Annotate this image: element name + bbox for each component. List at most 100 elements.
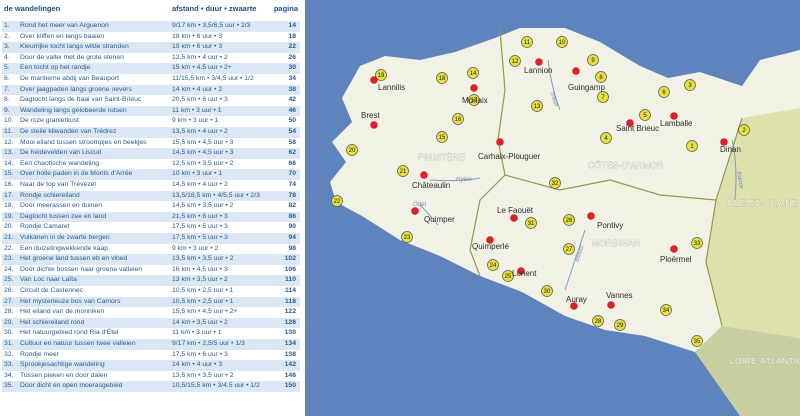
walk-name: Van Loc naar Laïta xyxy=(20,276,77,284)
walk-details: 13 km • 3,5 uur • 2 xyxy=(172,276,228,284)
walk-marker xyxy=(509,55,521,67)
walk-marker-label: 21 xyxy=(400,169,407,175)
walk-number: 30. xyxy=(4,329,14,337)
walk-page: 86 xyxy=(288,212,296,220)
city-label: Châteaulin xyxy=(412,181,450,190)
walk-marker xyxy=(595,71,607,83)
walk-marker xyxy=(639,109,651,121)
header-title: de wandelingen xyxy=(4,4,61,13)
walk-name: Een tocht op het randje xyxy=(20,64,91,72)
walk-marker xyxy=(521,36,533,48)
walk-row: 23. Het groene land tussen eb en vloed 13,… xyxy=(2,254,300,265)
walk-page: 30 xyxy=(288,64,296,72)
walk-marker-label: 33 xyxy=(694,241,701,247)
walk-page: 102 xyxy=(284,255,296,263)
walk-page: 26 xyxy=(288,53,296,61)
walk-name: Door dicht en open moerasgebied xyxy=(20,382,123,390)
walk-details: 14 km • 4 uur • 3 xyxy=(172,361,223,369)
city-dot xyxy=(670,112,678,120)
city-dot xyxy=(510,214,518,222)
river-label: Odet xyxy=(413,202,426,208)
walk-details: 14,5 km • 4 uur • 2 xyxy=(172,181,228,188)
walk-row: 13. De heidevelden van Liscuit 14,5 km • 4… xyxy=(2,148,300,159)
walk-marker-label: 4 xyxy=(604,136,608,142)
walk-details: 14 km • 3,5 uur • 2 xyxy=(172,318,228,326)
walk-marker xyxy=(686,140,698,152)
walk-row: 31. Cultuur en natuur tussen twee valleie… xyxy=(2,339,300,350)
walk-row: 16. Naar de top van Trévézel 14,5 km • 4 u… xyxy=(2,180,300,191)
walk-page: 66 xyxy=(288,159,296,167)
walk-page: 14 xyxy=(288,22,296,29)
city-dot xyxy=(370,76,378,84)
walk-marker-label: 12 xyxy=(512,59,519,65)
walk-marker xyxy=(658,86,670,98)
walk-details: 9/17 km • 2,5/5 uur • 1/3 xyxy=(172,340,245,347)
walk-details: 13,5/18,5 km • 4/5,5 uur • 2/3 xyxy=(172,191,260,199)
walk-row: 33. Sprookjesachtige wandeling 14 km • 4 u… xyxy=(2,360,300,371)
walk-page: 70 xyxy=(288,170,296,178)
city-label: Auray xyxy=(566,295,587,304)
city-label: Lannion xyxy=(524,66,552,75)
city-dot xyxy=(370,121,378,129)
walk-number: 19. xyxy=(4,212,14,220)
walk-marker-label: 18 xyxy=(439,76,446,82)
walk-page: 90 xyxy=(288,223,296,231)
walk-number: 26. xyxy=(4,287,14,294)
walk-marker-label: 17 xyxy=(471,98,478,104)
walk-marker xyxy=(487,259,499,271)
loire-atlantique-area xyxy=(695,326,800,416)
walk-details: 10,5 km • 2,5 uur • 1 xyxy=(172,287,234,294)
walk-row: 18. Door meerassen en duinen 14,5 km • 3,5… xyxy=(2,201,300,212)
walk-marker-label: 13 xyxy=(534,104,541,110)
city-dot xyxy=(570,302,578,310)
walk-marker xyxy=(563,243,575,255)
walk-number: 31. xyxy=(4,340,14,347)
walk-name: Rondje meer xyxy=(20,350,59,358)
city-label: Lannilis xyxy=(378,83,405,92)
walk-row: 25. Van Loc naar Laïta 13 km • 3,5 uur • 2… xyxy=(2,275,300,286)
walk-marker-label: 20 xyxy=(349,148,356,154)
city-dot xyxy=(626,119,634,127)
walk-marker-label: 3 xyxy=(688,83,692,89)
walk-details: 13,5 km • 3,5 uur • 2 xyxy=(172,255,234,263)
walk-row: 21. Vulkanen in de zwarte bergen 17,5 km •… xyxy=(2,233,300,244)
walk-details: 12,5 km • 4 uur • 2 xyxy=(172,53,228,61)
walk-marker-label: 29 xyxy=(617,323,624,329)
walk-page: 22 xyxy=(288,43,296,51)
walk-row: 30. Het natuurgebied rond Ria d'Étel 11 km… xyxy=(2,328,300,339)
walk-marker xyxy=(563,214,575,226)
city-dot xyxy=(572,67,580,75)
walk-marker xyxy=(436,72,448,84)
walk-marker xyxy=(587,54,599,66)
walk-number: 13. xyxy=(4,149,14,157)
walk-name: Rondje schiereiland xyxy=(20,191,80,199)
walk-number: 25. xyxy=(4,276,14,284)
border xyxy=(504,174,717,201)
city-dot xyxy=(670,245,678,253)
walk-name: Een duizelingwekkende kaap xyxy=(20,244,109,252)
city-label: Le Faouët xyxy=(497,206,534,215)
walk-number: 21. xyxy=(4,234,14,241)
city-dot xyxy=(470,84,478,92)
walk-name: Vulkanen in de zwarte bergen xyxy=(20,234,110,241)
walk-details: 9 km • 3 uur • 1 xyxy=(172,117,219,125)
walk-number: 18. xyxy=(4,202,14,210)
walk-marker xyxy=(600,132,612,144)
walk-details: 15,5 km • 4,5 uur • 3 xyxy=(172,138,234,146)
walk-details: 10,5/15,5 km • 3/4,5 uur • 1/2 xyxy=(172,382,260,390)
walk-marker-label: 24 xyxy=(490,263,497,269)
river-label: Blavet xyxy=(574,245,585,263)
walk-marker xyxy=(660,304,672,316)
walk-details: 18 km • 6 uur • 3 xyxy=(172,32,223,40)
walk-row: 7. Over jaagpaden langs groene oevers 14 k… xyxy=(2,84,300,96)
walk-page: 74 xyxy=(288,181,296,188)
walk-name: Het groene land tussen eb en vloed xyxy=(20,255,128,263)
walk-number: 29. xyxy=(4,318,14,326)
walk-page: 150 xyxy=(284,382,296,390)
river-line xyxy=(419,59,737,291)
walk-row: 29. Het schiereiland rond 14 km • 3,5 uur … xyxy=(2,317,300,329)
walk-name: Een chaotische wandeling xyxy=(20,159,99,167)
walk-marker-label: 31 xyxy=(528,221,535,227)
city-label: Guingamp xyxy=(568,83,605,92)
